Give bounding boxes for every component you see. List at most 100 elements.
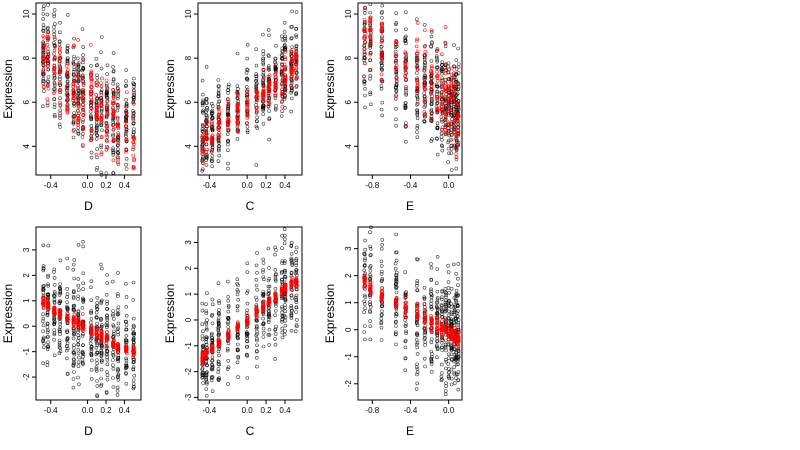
point [58, 299, 63, 304]
point [440, 71, 444, 76]
point [290, 9, 294, 14]
point [255, 251, 259, 255]
point [52, 29, 56, 34]
point [205, 115, 209, 120]
x-tick-label: -0.4 [404, 406, 418, 415]
point [200, 78, 205, 83]
highlight-point [217, 133, 221, 138]
point [446, 286, 451, 290]
point [94, 125, 99, 130]
highlight-point [71, 96, 76, 100]
highlight-point [225, 125, 230, 130]
point [282, 43, 287, 47]
point [111, 309, 115, 313]
highlight-point [45, 97, 50, 102]
point [89, 113, 93, 118]
point [116, 105, 120, 110]
point [105, 72, 109, 76]
point [394, 123, 398, 128]
highlight-point [450, 99, 454, 104]
highlight-point [104, 121, 109, 126]
highlight-point [363, 19, 367, 24]
point [210, 145, 215, 150]
point [379, 247, 384, 251]
point [124, 304, 129, 309]
highlight-point [99, 150, 104, 155]
point [45, 313, 50, 317]
point [45, 101, 50, 105]
point [210, 115, 215, 120]
point [446, 263, 450, 268]
highlight-point [94, 97, 99, 101]
highlight-point [283, 82, 287, 86]
point [255, 343, 259, 348]
point [282, 227, 287, 231]
highlight-point [283, 57, 288, 62]
point [245, 308, 249, 313]
highlight-point [283, 88, 288, 92]
y-tick-label: -1 [344, 353, 353, 361]
y-tick-label: -2 [22, 373, 31, 381]
point [65, 356, 69, 361]
point [394, 232, 399, 237]
point [201, 111, 205, 115]
point [447, 290, 452, 295]
highlight-point [99, 115, 103, 120]
highlight-point [200, 135, 205, 140]
point [81, 240, 85, 244]
highlight-point [368, 34, 373, 39]
highlight-point [41, 68, 46, 73]
highlight-point [443, 87, 448, 92]
y-tick-label: 10 [22, 9, 31, 18]
point [236, 375, 240, 379]
highlight-point [65, 316, 70, 321]
point [65, 295, 69, 300]
highlight-point [422, 69, 427, 73]
point [76, 338, 80, 343]
highlight-point [363, 34, 368, 39]
highlight-point [80, 95, 85, 100]
point [99, 66, 104, 71]
point [81, 45, 86, 49]
highlight-point [403, 61, 408, 66]
point [115, 82, 120, 87]
point [124, 356, 128, 361]
point [254, 277, 259, 282]
x-tick-label: 0.4 [279, 181, 291, 190]
point [363, 93, 367, 98]
point [131, 121, 136, 126]
point [52, 87, 57, 91]
point [369, 252, 373, 257]
highlight-point [76, 88, 81, 93]
point [368, 102, 373, 107]
highlight-point [76, 104, 81, 108]
point [132, 84, 136, 89]
highlight-point [105, 99, 109, 104]
highlight-point [429, 96, 434, 101]
point [415, 124, 420, 128]
point [204, 142, 209, 147]
point [261, 58, 265, 63]
highlight-point [111, 158, 116, 163]
point [435, 267, 440, 271]
point [115, 143, 120, 148]
point [58, 329, 63, 334]
point [452, 43, 456, 47]
highlight-point [443, 41, 448, 46]
point [394, 11, 399, 15]
point [210, 321, 215, 326]
highlight-point [104, 103, 109, 107]
y-tick-label: 3 [344, 246, 353, 251]
point [111, 105, 115, 110]
point [226, 358, 230, 363]
point [439, 362, 444, 367]
point [76, 84, 80, 88]
point [94, 92, 98, 97]
point [415, 64, 420, 68]
point [289, 90, 293, 95]
point [111, 51, 116, 55]
point [294, 34, 299, 39]
highlight-point [225, 97, 230, 102]
point [261, 122, 266, 126]
point [430, 137, 434, 141]
